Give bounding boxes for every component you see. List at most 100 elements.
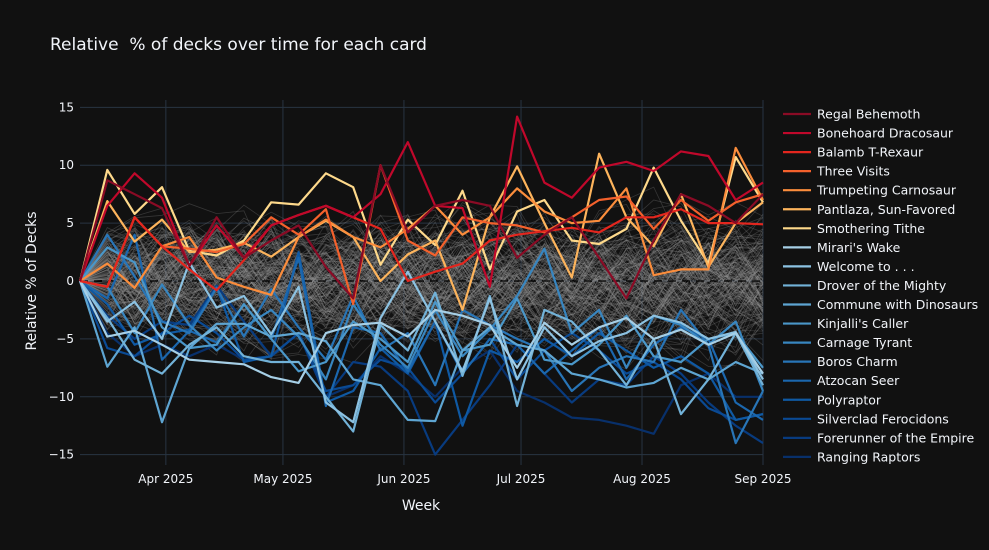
series-line bbox=[79, 261, 764, 424]
legend-label: Commune with Dinosaurs bbox=[817, 297, 978, 312]
other-card-line bbox=[79, 243, 764, 334]
legend-label: Trumpeting Carnosaur bbox=[816, 183, 957, 198]
legend-item[interactable]: Trumpeting Carnosaur bbox=[783, 183, 957, 198]
y-tick-label: −15 bbox=[49, 448, 74, 462]
other-card-line bbox=[79, 227, 764, 364]
other-card-line bbox=[79, 233, 764, 317]
other-card-line bbox=[79, 216, 764, 313]
legend-label: Kinjalli's Caller bbox=[817, 316, 909, 331]
y-tick-label: −5 bbox=[56, 332, 74, 346]
other-card-line bbox=[79, 239, 764, 320]
series-group bbox=[78, 115, 765, 456]
y-axis-label: Relative % of Decks bbox=[24, 211, 40, 350]
y-tick-label: 0 bbox=[66, 274, 74, 288]
other-card-line bbox=[79, 233, 764, 320]
legend-item[interactable]: Smothering Tithe bbox=[783, 221, 925, 236]
other-card-line bbox=[79, 226, 764, 307]
other-card-line bbox=[79, 229, 764, 323]
legend-label: Smothering Tithe bbox=[817, 221, 925, 236]
other-card-line bbox=[79, 212, 764, 342]
legend-item[interactable]: Welcome to . . . bbox=[783, 259, 915, 274]
legend-label: Silverclad Ferocidons bbox=[817, 411, 949, 426]
other-card-line bbox=[79, 243, 764, 352]
legend-item[interactable]: Polyraptor bbox=[783, 392, 882, 407]
legend-label: Boros Charm bbox=[817, 354, 898, 369]
series-line bbox=[79, 246, 764, 373]
legend: Regal Behemoth Bonehoard Dracosaur Balamb … bbox=[783, 107, 978, 464]
legend-label: Mirari's Wake bbox=[817, 240, 901, 255]
legend-item[interactable]: Forerunner of the Empire bbox=[783, 430, 975, 445]
legend-label: Regal Behemoth bbox=[817, 107, 920, 122]
other-card-line bbox=[79, 204, 764, 360]
legend-label: Carnage Tyrant bbox=[817, 335, 912, 350]
x-tick-label: Jul 2025 bbox=[496, 472, 546, 486]
other-card-line bbox=[79, 225, 764, 342]
series-line bbox=[78, 164, 764, 300]
legend-item[interactable]: Ranging Raptors bbox=[783, 449, 920, 464]
other-card-line bbox=[79, 203, 764, 305]
other-card-line bbox=[79, 225, 764, 337]
other-card-line bbox=[79, 232, 764, 330]
legend-item[interactable]: Carnage Tyrant bbox=[783, 335, 912, 350]
other-card-line bbox=[79, 232, 764, 326]
other-card-line bbox=[79, 242, 764, 337]
legend-item[interactable]: Drover of the Mighty bbox=[783, 278, 947, 293]
other-card-line bbox=[79, 211, 764, 330]
x-axis-label: Week bbox=[402, 498, 441, 514]
series-line bbox=[79, 146, 764, 296]
other-card-line bbox=[79, 208, 764, 288]
legend-item[interactable]: Bonehoard Dracosaur bbox=[783, 126, 954, 141]
x-tick-label: Aug 2025 bbox=[613, 472, 671, 486]
legend-item[interactable]: Commune with Dinosaurs bbox=[783, 297, 978, 312]
other-card-line bbox=[79, 203, 764, 341]
other-card-line bbox=[79, 228, 764, 342]
legend-label: Forerunner of the Empire bbox=[817, 430, 975, 445]
other-card-line bbox=[79, 222, 764, 357]
series-line bbox=[79, 164, 764, 306]
other-card-line bbox=[79, 222, 764, 355]
series-line bbox=[79, 233, 764, 445]
legend-item[interactable]: Kinjalli's Caller bbox=[783, 316, 909, 331]
legend-item[interactable]: Pantlaza, Sun-Favored bbox=[783, 202, 955, 217]
legend-label: Ranging Raptors bbox=[817, 449, 920, 464]
y-tick-label: 5 bbox=[66, 216, 74, 230]
other-card-line bbox=[79, 234, 764, 361]
legend-label: Bonehoard Dracosaur bbox=[817, 126, 954, 141]
other-card-line bbox=[79, 245, 764, 341]
legend-label: Balamb T-Rexaur bbox=[817, 145, 924, 160]
other-card-line bbox=[79, 241, 764, 329]
series-line bbox=[78, 280, 764, 424]
other-card-line bbox=[79, 241, 764, 346]
chart-title: Relative % of decks over time for each c… bbox=[50, 35, 427, 55]
other-card-line bbox=[79, 220, 764, 320]
legend-item[interactable]: Silverclad Ferocidons bbox=[783, 411, 949, 426]
x-tick-label: Apr 2025 bbox=[138, 472, 193, 486]
legend-item[interactable]: Mirari's Wake bbox=[783, 240, 901, 255]
legend-item[interactable]: Balamb T-Rexaur bbox=[783, 145, 924, 160]
other-card-line bbox=[79, 227, 764, 324]
legend-item[interactable]: Three Visits bbox=[783, 164, 890, 179]
legend-label: Three Visits bbox=[816, 164, 890, 179]
other-card-line bbox=[79, 231, 764, 319]
other-card-line bbox=[79, 239, 764, 331]
other-card-line bbox=[79, 231, 764, 335]
other-card-line bbox=[79, 223, 764, 335]
other-card-line bbox=[79, 224, 764, 323]
y-tick-label: 10 bbox=[59, 158, 74, 172]
x-tick-label: May 2025 bbox=[253, 472, 312, 486]
other-card-line bbox=[79, 219, 764, 335]
other-card-line bbox=[79, 214, 764, 334]
legend-item[interactable]: Atzocan Seer bbox=[783, 373, 900, 388]
other-card-line bbox=[79, 221, 764, 342]
series-line bbox=[79, 280, 764, 433]
other-card-line bbox=[79, 223, 764, 358]
y-axis-ticks: −15 −10 −5 0 5 10 15 bbox=[49, 100, 74, 461]
other-card-line bbox=[79, 241, 764, 302]
legend-item[interactable]: Boros Charm bbox=[783, 354, 898, 369]
x-tick-label: Jun 2025 bbox=[376, 472, 430, 486]
other-card-line bbox=[79, 228, 764, 320]
other-card-line bbox=[79, 214, 764, 333]
other-card-line bbox=[79, 227, 764, 362]
other-card-line bbox=[79, 227, 764, 320]
legend-item[interactable]: Regal Behemoth bbox=[783, 107, 920, 122]
